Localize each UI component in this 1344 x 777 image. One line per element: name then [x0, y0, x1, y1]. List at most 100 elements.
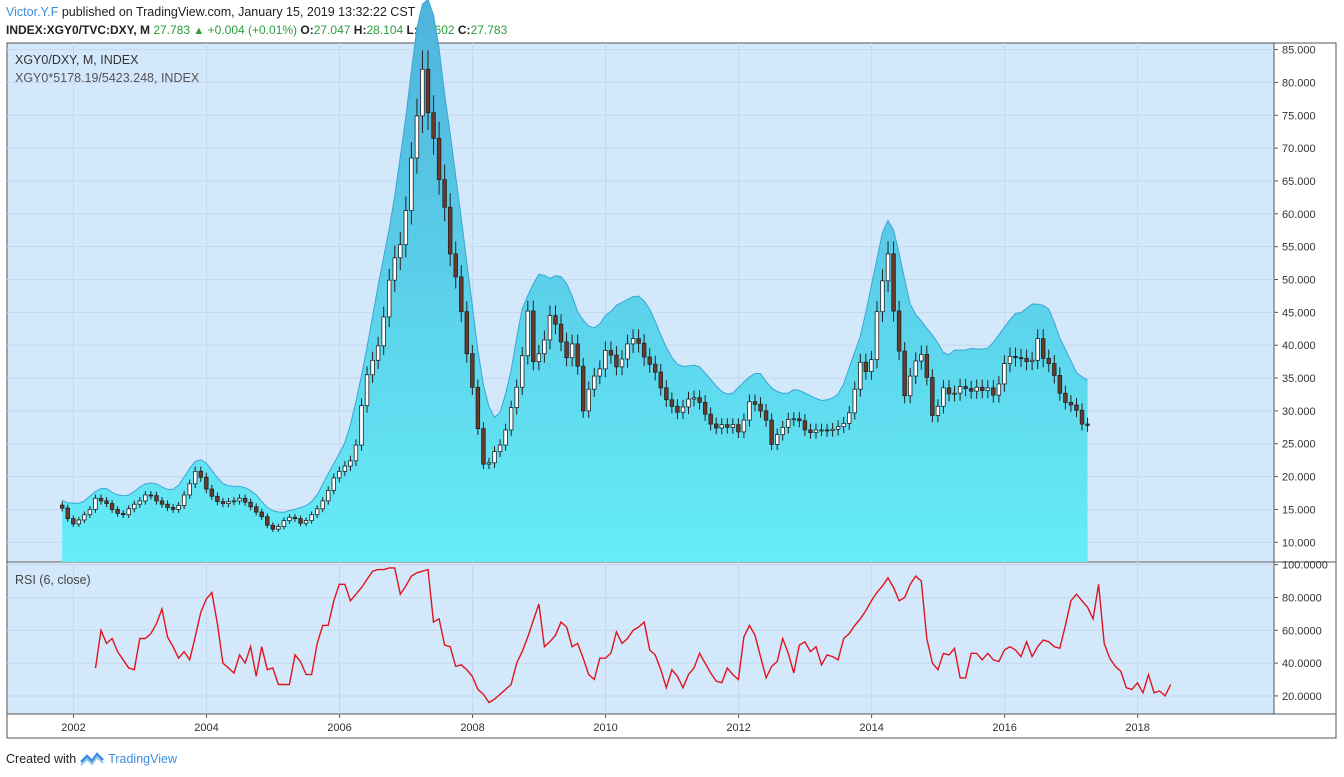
- candle-body: [242, 497, 248, 503]
- candle: [154, 491, 159, 505]
- time-tick-label: 2014: [859, 722, 883, 734]
- candle: [819, 423, 824, 437]
- candle-body: [375, 345, 381, 361]
- candle: [558, 314, 564, 352]
- author-link[interactable]: Victor.Y.F: [6, 5, 59, 19]
- candle-body: [669, 399, 675, 407]
- candle-body: [708, 413, 713, 425]
- price-tick-label: 20.000: [1282, 472, 1316, 484]
- candle-body: [331, 477, 336, 491]
- candle: [1018, 348, 1024, 368]
- candle: [841, 416, 846, 434]
- candle: [442, 164, 447, 222]
- candle-body: [409, 157, 414, 211]
- tradingview-link[interactable]: TradingView: [108, 752, 177, 766]
- price-tick-label: 55.000: [1282, 242, 1316, 254]
- candle-body: [702, 401, 708, 415]
- candle-body: [808, 429, 813, 433]
- candle: [852, 381, 857, 420]
- candle: [159, 497, 165, 508]
- price-tick-label: 85.000: [1282, 45, 1316, 57]
- candle-body: [176, 505, 181, 510]
- candle: [503, 423, 508, 451]
- candle: [786, 412, 791, 434]
- candle: [691, 390, 697, 407]
- candle-body: [165, 503, 170, 508]
- candle-body: [580, 365, 586, 412]
- candle-body: [542, 339, 547, 355]
- candle-body: [65, 507, 70, 520]
- candle-body: [508, 407, 514, 431]
- candle-body: [847, 412, 852, 424]
- candle-body: [885, 253, 891, 282]
- candle: [226, 497, 231, 508]
- candle-body: [819, 429, 824, 432]
- candle: [165, 500, 170, 511]
- time-tick-label: 2018: [1125, 722, 1149, 734]
- candle: [60, 501, 65, 512]
- candle: [758, 397, 763, 418]
- candle: [680, 399, 686, 420]
- candle-body: [569, 343, 575, 359]
- candle: [874, 301, 880, 369]
- candle: [198, 466, 203, 482]
- legend-title: XGY0/DXY, M, INDEX: [15, 53, 139, 67]
- candle: [292, 514, 298, 522]
- candle-body: [459, 276, 464, 313]
- candle: [1024, 349, 1029, 371]
- candle-body: [835, 426, 841, 430]
- candle-body: [1079, 409, 1085, 425]
- candle-body: [503, 429, 508, 446]
- candle: [636, 329, 641, 353]
- candle: [630, 329, 636, 354]
- candle: [375, 336, 381, 369]
- candle: [387, 268, 392, 328]
- time-tick-label: 2010: [593, 722, 617, 734]
- candle-body: [60, 504, 65, 509]
- candle-body: [547, 315, 553, 341]
- candle: [204, 472, 209, 494]
- candle: [714, 417, 719, 435]
- candle: [1046, 349, 1051, 373]
- candle: [957, 378, 963, 401]
- candle: [669, 392, 675, 414]
- candle: [137, 497, 142, 508]
- time-tick-label: 2004: [194, 722, 218, 734]
- candle: [880, 269, 885, 323]
- candle-body: [104, 500, 109, 504]
- candle: [98, 494, 104, 505]
- chart-canvas[interactable]: 85.000 80.000 75.000 70.000 65.000 60.000 55.0…: [0, 0, 1344, 750]
- candle-body: [193, 470, 198, 485]
- candle-body: [154, 495, 159, 502]
- candle: [741, 413, 747, 439]
- candle: [542, 330, 547, 363]
- candle: [1068, 395, 1074, 413]
- candle-body: [420, 68, 425, 117]
- symbol-info-line: INDEX:XGY0/TVC:DXY, M 27.783 ▲ +0.004 (+…: [6, 23, 507, 37]
- candle-body: [148, 494, 154, 497]
- candle-body: [852, 388, 857, 414]
- chart-frame: [6, 42, 1337, 739]
- candle-body: [475, 386, 481, 430]
- candle: [686, 391, 691, 414]
- candle-body: [514, 386, 519, 409]
- close-label: C:: [457, 23, 471, 37]
- candle-body: [398, 244, 403, 259]
- candle: [564, 332, 569, 367]
- candle: [425, 50, 431, 130]
- candle: [952, 385, 957, 402]
- candle: [575, 334, 580, 375]
- candle: [259, 508, 264, 520]
- candle-body: [869, 359, 874, 372]
- candle-body: [403, 210, 409, 246]
- candle: [1007, 347, 1013, 373]
- candle: [719, 418, 724, 435]
- candle: [752, 394, 758, 412]
- candle-body: [802, 420, 808, 431]
- candle: [309, 511, 314, 524]
- candle: [553, 305, 558, 335]
- candle: [281, 517, 287, 530]
- candle-body: [159, 500, 165, 505]
- candle-body: [348, 460, 353, 467]
- candle: [824, 423, 830, 437]
